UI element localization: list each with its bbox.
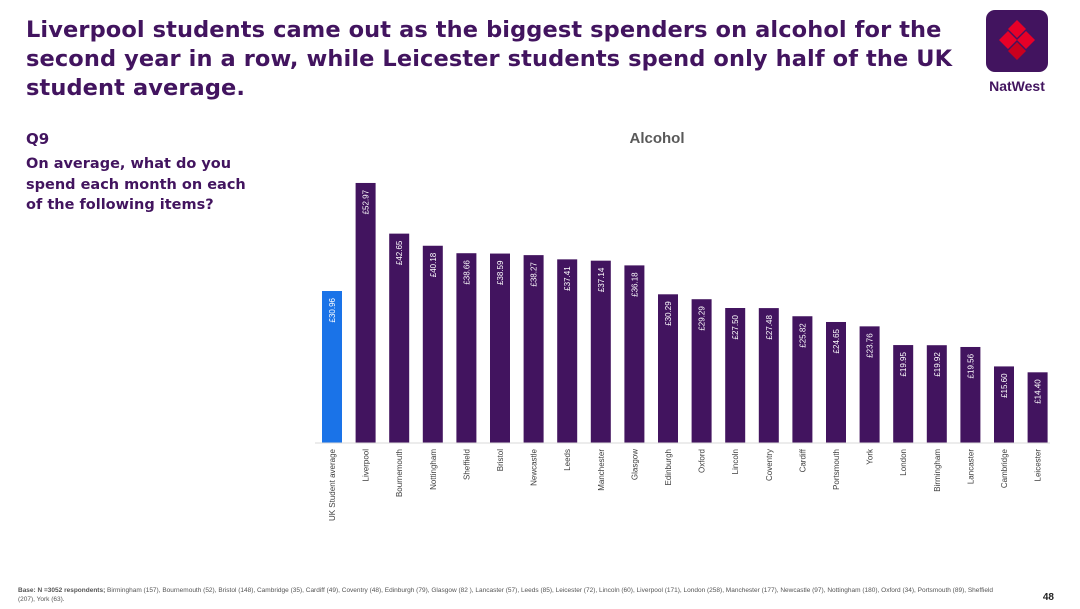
data-label: £37.41 <box>563 266 572 291</box>
footnote: Base: N =3052 respondents; Birmingham (1… <box>18 586 998 604</box>
category-label: UK Student average <box>328 448 337 521</box>
category-label: Birmingham <box>933 449 942 492</box>
category-label: Cardiff <box>798 448 807 472</box>
bars-group: £30.96 £52.97 £42.65 £40.18 £38.66 £38.59 £38.… <box>322 182 1048 443</box>
data-label: £19.95 <box>899 352 908 377</box>
question-text: On average, what do you spend each month… <box>26 156 246 213</box>
category-label: Bournemouth <box>395 449 404 497</box>
bar-birmingham <box>926 345 947 443</box>
data-label: £29.29 <box>698 306 707 331</box>
category-label: Lincoln <box>731 449 740 474</box>
bar-portsmouth <box>826 321 846 443</box>
data-label: £23.76 <box>866 333 875 358</box>
bar-liverpool <box>355 182 376 443</box>
category-label: Glasgow <box>630 449 639 480</box>
category-label: Leicester <box>1034 449 1043 482</box>
bar-uk-student-average <box>322 291 342 443</box>
bar-manchester <box>590 260 611 443</box>
data-label: £37.14 <box>597 267 606 292</box>
bar-leicester <box>1027 372 1048 443</box>
category-label: Sheffield <box>462 449 471 480</box>
data-label: £19.92 <box>933 352 942 377</box>
data-label: £36.18 <box>630 272 639 297</box>
data-label: £27.50 <box>731 314 740 339</box>
category-label: London <box>899 449 908 476</box>
bar-york <box>859 326 880 443</box>
category-label: Bristol <box>496 449 505 471</box>
data-label: £42.65 <box>395 240 404 265</box>
category-label: York <box>866 448 875 465</box>
bar-newcastle <box>523 255 544 443</box>
category-label: Leeds <box>563 449 572 471</box>
bar-cardiff <box>792 316 813 443</box>
bar-bournemouth <box>389 233 410 443</box>
alcohol-bar-chart: Alcohol £30.96£52.97£42.65 £40.18 £38.66 £3… <box>315 130 1050 521</box>
data-label: £40.18 <box>429 252 438 277</box>
category-label: Newcastle <box>530 448 539 485</box>
chart-title: Alcohol <box>630 130 685 147</box>
data-label: £30.29 <box>664 301 673 326</box>
brand-name: NatWest <box>989 78 1045 94</box>
category-label: Cambridge <box>1000 448 1009 488</box>
category-label: Oxford <box>698 449 707 473</box>
data-label: £19.56 <box>966 353 975 378</box>
bar-glasgow <box>624 265 645 443</box>
bar-cambridge <box>994 366 1014 443</box>
data-label: £30.96 <box>328 297 337 322</box>
bar-bristol <box>490 253 510 443</box>
bar-edinburgh <box>658 294 678 443</box>
data-label: £15.60 <box>1000 373 1009 398</box>
footnote-details: Birmingham (157), Bournemouth (52), Bris… <box>18 587 994 603</box>
question-id: Q9 <box>26 130 50 148</box>
data-label: £14.40 <box>1034 379 1043 404</box>
headline: Liverpool students came out as the bigge… <box>26 17 953 101</box>
natwest-logo: NatWest <box>984 10 1050 94</box>
natwest-cube-icon <box>986 10 1048 72</box>
data-label: £24.65 <box>832 328 841 353</box>
bar-oxford <box>691 299 712 443</box>
footnote-base: Base: N =3052 respondents; <box>18 587 106 594</box>
bar-london <box>893 345 914 443</box>
bar-coventry <box>758 308 779 443</box>
bar-leeds <box>557 259 578 443</box>
category-labels-group: UK Student average Liverpool Bournemouth No… <box>328 448 1043 521</box>
data-label: £25.82 <box>798 323 807 348</box>
category-label: Manchester <box>597 449 606 491</box>
bar-lincoln <box>725 308 746 443</box>
category-label: Lancaster <box>966 449 975 484</box>
data-label: £38.59 <box>496 260 505 285</box>
data-label: £27.48 <box>765 315 774 340</box>
category-label: Liverpool <box>362 449 371 482</box>
category-label: Coventry <box>765 449 774 481</box>
data-label: £52.97 <box>362 189 371 214</box>
category-label: Nottingham <box>429 449 438 490</box>
data-label: £38.27 <box>530 262 539 287</box>
bar-nottingham <box>422 245 443 443</box>
page-number: 48 <box>1042 592 1054 603</box>
category-label: Edinburgh <box>664 449 673 485</box>
data-label: £38.66 <box>462 260 471 285</box>
bar-lancaster <box>960 346 981 443</box>
category-label: Portsmouth <box>832 449 841 490</box>
bar-sheffield <box>456 253 477 443</box>
